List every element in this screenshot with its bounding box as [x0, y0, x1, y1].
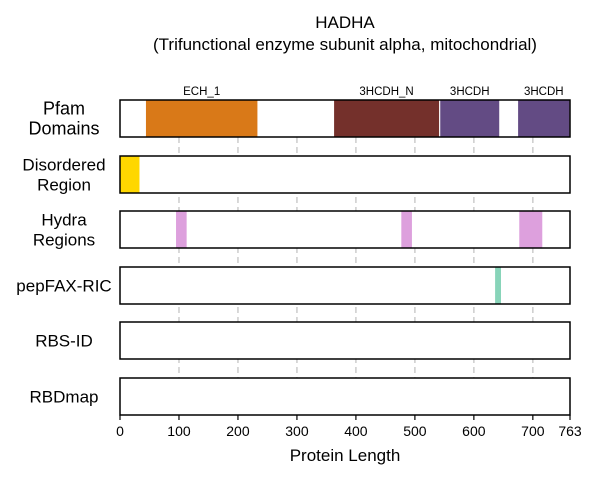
track-pepfax: pepFAX-RIC: [16, 266, 571, 305]
track-border: [119, 321, 571, 360]
feature-bar: [440, 100, 500, 137]
x-tick-label: 300: [285, 423, 309, 439]
track-border: [119, 266, 571, 305]
domain-label: 3HCDH_N: [359, 86, 413, 98]
track-rbsid: RBS-ID: [35, 321, 571, 360]
track-border: [119, 210, 571, 249]
x-tick-label: 200: [226, 423, 250, 439]
x-tick-label: 700: [521, 423, 545, 439]
feature-bar: [120, 156, 140, 193]
x-tick-label: 100: [167, 423, 191, 439]
track-background: [120, 211, 570, 248]
track-background: [120, 267, 570, 304]
chart-title: HADHA: [315, 13, 375, 32]
x-tick-label: 400: [344, 423, 368, 439]
domain-label: 3HCDH: [524, 86, 564, 98]
feature-bar: [519, 211, 543, 248]
track-label: Hydra: [41, 211, 87, 230]
x-axis: 0 100 200 300 400 500 600 700 763: [116, 415, 582, 439]
track-label: Pfam: [43, 99, 85, 119]
track-label: Region: [37, 176, 91, 195]
track-border: [119, 155, 571, 194]
feature-bar: [176, 211, 187, 248]
track-label: Regions: [33, 231, 95, 250]
feature-bar: [145, 100, 258, 137]
track-label: Domains: [28, 119, 99, 139]
x-axis-label: Protein Length: [290, 446, 401, 465]
track-background: [120, 322, 570, 359]
feature-bar: [518, 100, 570, 137]
grid-layer: [178, 137, 534, 415]
track-background: [120, 156, 570, 193]
x-tick-label: 600: [462, 423, 486, 439]
track-label: Disordered: [22, 156, 105, 175]
chart-subtitle: (Trifunctional enzyme subunit alpha, mit…: [153, 35, 537, 54]
track-rbdmap: RBDmap: [30, 377, 571, 416]
domain-label: ECH_1: [183, 86, 220, 98]
feature-bar: [495, 267, 501, 304]
track-border: [119, 377, 571, 416]
x-tick-label: 500: [403, 423, 427, 439]
feature-bar: [334, 100, 440, 137]
track-background: [120, 378, 570, 415]
feature-bar: [401, 211, 412, 248]
x-tick-label: 763: [558, 423, 582, 439]
domain-label: 3HCDH: [450, 86, 490, 98]
track-label: pepFAX-RIC: [16, 277, 111, 296]
track-label: RBDmap: [30, 388, 99, 407]
x-tick-label: 0: [116, 423, 124, 439]
track-border: [119, 99, 571, 138]
track-label: RBS-ID: [35, 332, 93, 351]
